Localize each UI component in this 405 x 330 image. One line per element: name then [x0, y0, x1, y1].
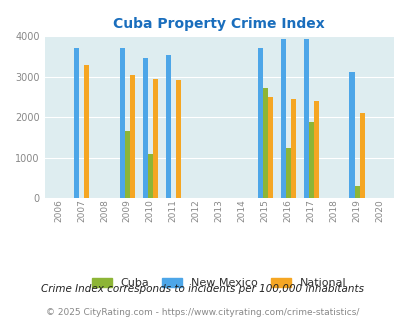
- Bar: [130, 75, 134, 198]
- Bar: [313, 101, 318, 198]
- Text: © 2025 CityRating.com - https://www.cityrating.com/crime-statistics/: © 2025 CityRating.com - https://www.city…: [46, 308, 359, 317]
- Bar: [349, 72, 354, 198]
- Bar: [84, 65, 89, 198]
- Bar: [280, 39, 285, 198]
- Bar: [143, 58, 147, 198]
- Text: Crime Index corresponds to incidents per 100,000 inhabitants: Crime Index corresponds to incidents per…: [41, 284, 364, 294]
- Bar: [262, 88, 267, 198]
- Bar: [124, 131, 130, 198]
- Bar: [175, 80, 181, 198]
- Bar: [74, 48, 79, 198]
- Bar: [165, 55, 171, 198]
- Bar: [267, 97, 272, 198]
- Bar: [354, 186, 359, 198]
- Bar: [308, 121, 313, 198]
- Bar: [152, 79, 158, 198]
- Bar: [257, 49, 262, 198]
- Bar: [119, 48, 124, 198]
- Title: Cuba Property Crime Index: Cuba Property Crime Index: [113, 17, 324, 31]
- Bar: [303, 39, 308, 198]
- Legend: Cuba, New Mexico, National: Cuba, New Mexico, National: [87, 273, 351, 293]
- Bar: [147, 154, 152, 198]
- Bar: [285, 148, 290, 198]
- Bar: [359, 113, 364, 198]
- Bar: [290, 99, 295, 198]
